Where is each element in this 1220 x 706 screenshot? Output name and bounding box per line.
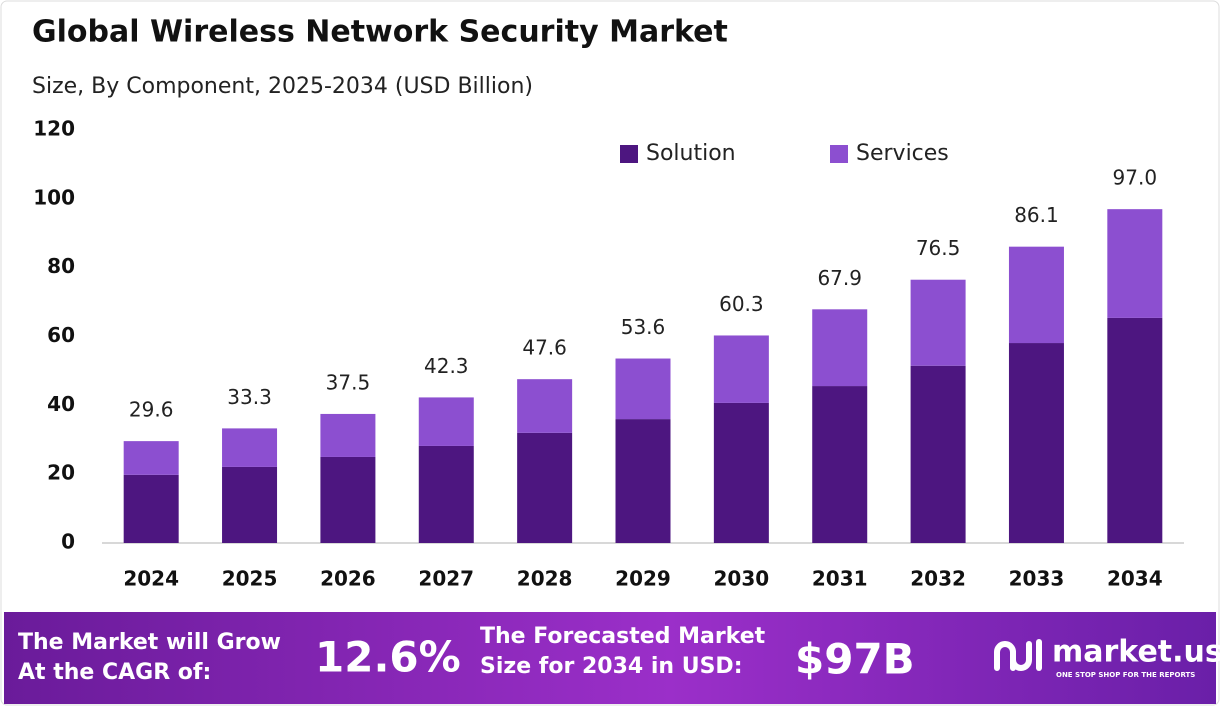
bar-segment xyxy=(1107,317,1163,543)
y-tick-label: 120 xyxy=(33,117,75,141)
bar-segment xyxy=(910,279,966,366)
y-tick-label: 0 xyxy=(61,530,75,554)
x-tick-label: 2032 xyxy=(910,567,966,591)
total-label: 76.5 xyxy=(916,236,961,260)
bar-segment xyxy=(418,397,474,446)
bar-segment xyxy=(320,413,376,457)
y-tick-label: 60 xyxy=(47,323,75,347)
bar-segment xyxy=(320,456,376,543)
bar-segment xyxy=(615,419,671,543)
x-tick-label: 2025 xyxy=(222,567,278,591)
total-label: 29.6 xyxy=(129,398,174,422)
bar-segment xyxy=(222,428,278,467)
bar-segment xyxy=(1008,246,1064,344)
bar-segment xyxy=(123,441,179,475)
bar-segment xyxy=(713,335,769,403)
legend-label: Services xyxy=(856,141,949,166)
x-tick-label: 2030 xyxy=(714,567,770,591)
footer-value: 12.6% xyxy=(315,633,461,682)
chart-title: Global Wireless Network Security Market xyxy=(32,15,728,50)
legend-label: Solution xyxy=(646,141,736,166)
y-tick-label: 100 xyxy=(33,185,75,209)
bar-segment xyxy=(910,365,966,543)
bar-segment xyxy=(222,466,278,543)
x-tick-label: 2024 xyxy=(123,567,179,591)
logo-icon xyxy=(994,639,1042,671)
total-label: 86.1 xyxy=(1014,203,1059,227)
bar-segment xyxy=(517,432,573,543)
x-tick-label: 2028 xyxy=(517,567,573,591)
bar-segment xyxy=(812,309,868,387)
y-tick-label: 20 xyxy=(47,461,75,485)
total-label: 97.0 xyxy=(1113,166,1158,190)
x-tick-label: 2034 xyxy=(1107,567,1163,591)
tagline: ONE STOP SHOP FOR THE REPORTS xyxy=(1056,671,1195,679)
total-label: 67.9 xyxy=(817,266,862,290)
bar-segment xyxy=(1008,343,1064,543)
bar-segment xyxy=(615,358,671,420)
x-tick-label: 2029 xyxy=(615,567,671,591)
total-label: 37.5 xyxy=(326,370,371,394)
total-label: 60.3 xyxy=(719,292,764,316)
chart-subtitle: Size, By Component, 2025-2034 (USD Billi… xyxy=(32,74,533,99)
legend-swatch xyxy=(830,145,848,163)
bar-segment xyxy=(812,386,868,543)
total-label: 47.6 xyxy=(522,336,567,360)
bar-segment xyxy=(517,379,573,433)
bar-segment xyxy=(418,445,474,543)
legend-swatch xyxy=(620,145,638,163)
footer-text: At the CAGR of: xyxy=(18,660,211,685)
total-label: 42.3 xyxy=(424,354,469,378)
bar-segment xyxy=(1107,209,1163,318)
x-tick-label: 2026 xyxy=(320,567,376,591)
total-label: 53.6 xyxy=(621,315,666,339)
bar-segment xyxy=(713,402,769,543)
footer-value: $97B xyxy=(795,635,915,684)
brand: market.us xyxy=(1052,635,1220,670)
total-label: 33.3 xyxy=(227,385,272,409)
footer-text: The Market will Grow xyxy=(18,630,281,655)
y-tick-label: 80 xyxy=(47,254,75,278)
x-tick-label: 2033 xyxy=(1009,567,1065,591)
footer-text: The Forecasted Market xyxy=(480,624,766,649)
bar-segment xyxy=(123,474,179,543)
x-tick-label: 2027 xyxy=(418,567,474,591)
y-tick-label: 40 xyxy=(47,392,75,416)
x-tick-label: 2031 xyxy=(812,567,868,591)
footer-text: Size for 2034 in USD: xyxy=(480,654,743,679)
